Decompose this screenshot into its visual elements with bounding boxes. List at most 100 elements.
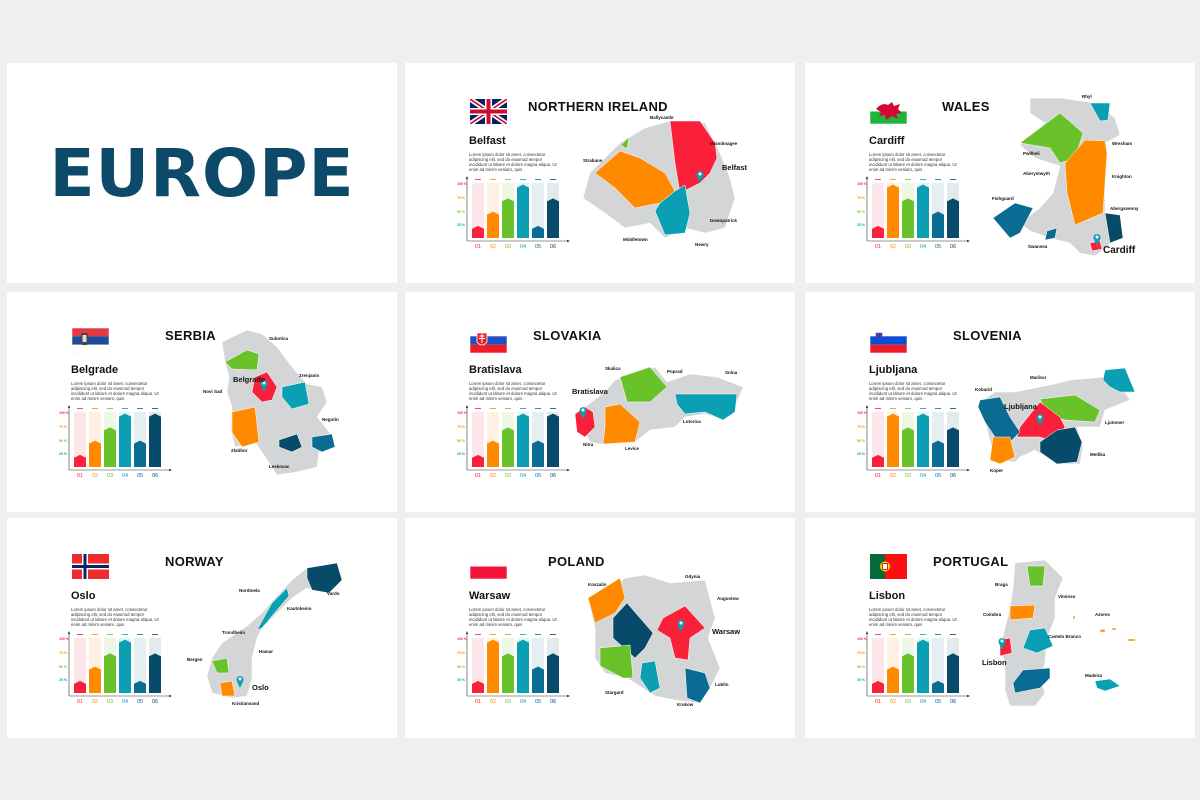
bar-03[interactable] [902,198,914,238]
bar-06[interactable] [947,198,959,238]
map-region[interactable] [639,660,661,694]
map-region[interactable] [1044,227,1058,241]
bar-06[interactable] [547,413,559,467]
bar-05[interactable] [532,225,544,238]
bar-06[interactable] [947,427,959,467]
map-region[interactable] [278,433,303,453]
map-region[interactable] [1111,627,1117,631]
country-card-norway[interactable]: NORWAY Oslo Lorem ipsum dolor sit amet, co… [7,518,397,738]
map-region[interactable] [1064,139,1108,226]
map-region[interactable] [1094,678,1121,692]
bar-06[interactable] [149,653,161,693]
map-region[interactable] [1022,627,1054,654]
country-title: WALES [942,99,990,114]
bar-03[interactable] [502,198,514,238]
map-region[interactable] [1012,667,1051,694]
map-region[interactable] [281,381,310,410]
map-region[interactable] [1072,615,1076,620]
bar-04[interactable] [917,639,929,693]
map-region[interactable] [1026,565,1046,587]
map-region[interactable] [224,349,260,371]
x-tick-label: 04 [519,244,527,250]
map-region[interactable] [574,406,596,438]
bar-04[interactable] [517,413,529,467]
bar-02[interactable] [887,184,899,238]
bar-01[interactable] [74,454,86,467]
map-region[interactable] [1089,102,1111,122]
map-region[interactable] [599,644,634,679]
bar-03[interactable] [902,427,914,467]
map-region[interactable] [674,393,738,421]
map-region[interactable] [989,436,1016,465]
bar-01[interactable] [872,454,884,467]
map-pin-icon [677,620,685,632]
country-card-poland[interactable]: POLAND Warsaw Lorem ipsum dolor sit amet, … [405,518,795,738]
bar-02[interactable] [487,440,499,467]
map-region[interactable] [1039,426,1083,465]
bar-02[interactable] [89,666,101,693]
map-region[interactable] [620,136,630,150]
bar-06[interactable] [547,653,559,693]
bar-05[interactable] [932,680,944,693]
map-city-label: Vardo [327,591,340,596]
bar-02[interactable] [487,639,499,693]
country-card-portugal[interactable]: PORTUGAL Lisbon Lorem ipsum dolor sit amet… [805,518,1195,738]
map-region[interactable] [656,605,706,661]
map-region[interactable] [211,657,230,674]
bar-02[interactable] [887,413,899,467]
map-region[interactable] [992,202,1034,239]
country-card-wales[interactable]: WALES Cardiff Lorem ipsum dolor sit amet, … [805,63,1195,283]
map-region[interactable] [619,366,668,403]
bar-05[interactable] [134,680,146,693]
bar-03[interactable] [104,653,116,693]
map-region[interactable] [1099,628,1106,633]
country-card-serbia[interactable]: SERBIA Belgrade Lorem ipsum dolor sit amet… [7,292,397,512]
bar-04[interactable] [917,184,929,238]
bar-04[interactable] [119,413,131,467]
bar-03[interactable] [902,653,914,693]
map-region[interactable] [669,120,718,194]
map-region[interactable] [1104,212,1124,244]
map-region[interactable] [311,433,336,453]
bar-01[interactable] [872,225,884,238]
bar-01[interactable] [74,680,86,693]
bar-04[interactable] [517,184,529,238]
bar-05[interactable] [932,440,944,467]
bar-01[interactable] [472,454,484,467]
map-region[interactable] [587,577,626,624]
bar-04[interactable] [119,639,131,693]
country-card-northern-ireland[interactable]: NORTHERN IRELAND Belfast Lorem ipsum dolor… [405,63,795,283]
map-region[interactable] [306,562,343,594]
bar-03[interactable] [104,427,116,467]
map-region[interactable] [1009,604,1036,621]
map-region[interactable] [1102,367,1136,393]
bar-05[interactable] [532,666,544,693]
bar-03[interactable] [502,653,514,693]
map-region[interactable] [602,403,641,445]
bar-06[interactable] [947,653,959,693]
map-region[interactable] [219,680,236,697]
bar-04[interactable] [517,639,529,693]
bar-03[interactable] [502,427,514,467]
country-card-slovakia[interactable]: SLOVAKIA Bratislava Lorem ipsum dolor sit … [405,292,795,512]
country-card-slovenia[interactable]: SLOVENIA Ljubljana Lorem ipsum dolor sit a… [805,292,1195,512]
map-region[interactable] [256,587,290,631]
bar-02[interactable] [887,666,899,693]
map-region[interactable] [612,602,654,659]
bar-02[interactable] [89,440,101,467]
bar-01[interactable] [872,680,884,693]
map-region[interactable] [231,406,260,448]
map-region[interactable] [1127,638,1136,642]
bar-top-marker [520,408,526,409]
bar-06[interactable] [149,413,161,467]
bar-05[interactable] [932,211,944,238]
map-region[interactable] [684,667,711,704]
bar-05[interactable] [134,440,146,467]
map-region[interactable] [654,184,691,236]
bar-06[interactable] [547,198,559,238]
bar-04[interactable] [917,413,929,467]
bar-02[interactable] [487,211,499,238]
bar-05[interactable] [532,440,544,467]
bar-01[interactable] [472,680,484,693]
bar-01[interactable] [472,225,484,238]
